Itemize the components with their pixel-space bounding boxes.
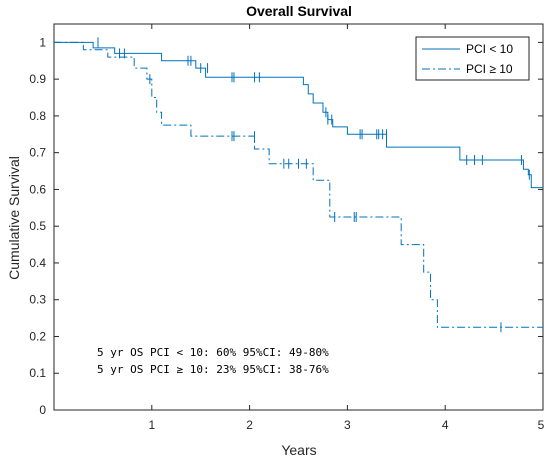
x-tick-label: 5 [538,418,545,432]
chart-title: Overall Survival [246,3,352,19]
y-tick-label: 0.3 [29,293,46,307]
legend-label-pci-high: PCI ≥ 10 [466,62,513,76]
axes: 1 2 3 4 5 0 0.1 0.2 0.3 0.4 0.5 0.6 0.7 0.8 0.9 1 [29,23,545,432]
y-tick-label: 0.9 [29,72,46,86]
legend-label-pci-low: PCI < 10 [466,42,513,56]
y-tick-label: 0.7 [29,146,46,160]
series-line-pci-high [54,41,543,328]
x-tick-label: 3 [344,418,351,432]
y-tick-label: 0.2 [29,329,46,343]
y-tick-label: 0.1 [29,366,46,380]
x-tick-label: 1 [148,418,155,432]
legend-box [415,36,530,81]
y-tick-label: 0 [39,403,46,417]
y-tick-label: 1 [39,35,46,49]
x-tick-label: 2 [246,418,253,432]
plot-area-frame [53,23,544,411]
y-axis-label: Cumulative Survival [6,156,22,280]
y-tick-label: 0.5 [29,219,46,233]
y-tick-label: 0.8 [29,109,46,123]
x-tick-label: 4 [442,418,449,432]
annotation-block: 5 yr OS PCI < 10: 60% 95%CI: 49-80% 5 yr … [97,346,329,376]
y-tick-label: 0.4 [29,256,46,270]
x-axis-label: Years [281,442,316,458]
legend: PCI < 10 PCI ≥ 10 [415,36,530,81]
y-tick-label: 0.6 [29,182,46,196]
series-lines [54,37,543,333]
series-line-pci-low [54,41,543,189]
annotation-text: 5 yr OS PCI ≥ 10: 23% 95%CI: 38-76% [97,363,329,376]
annotation-text: 5 yr OS PCI < 10: 60% 95%CI: 49-80% [97,346,329,359]
